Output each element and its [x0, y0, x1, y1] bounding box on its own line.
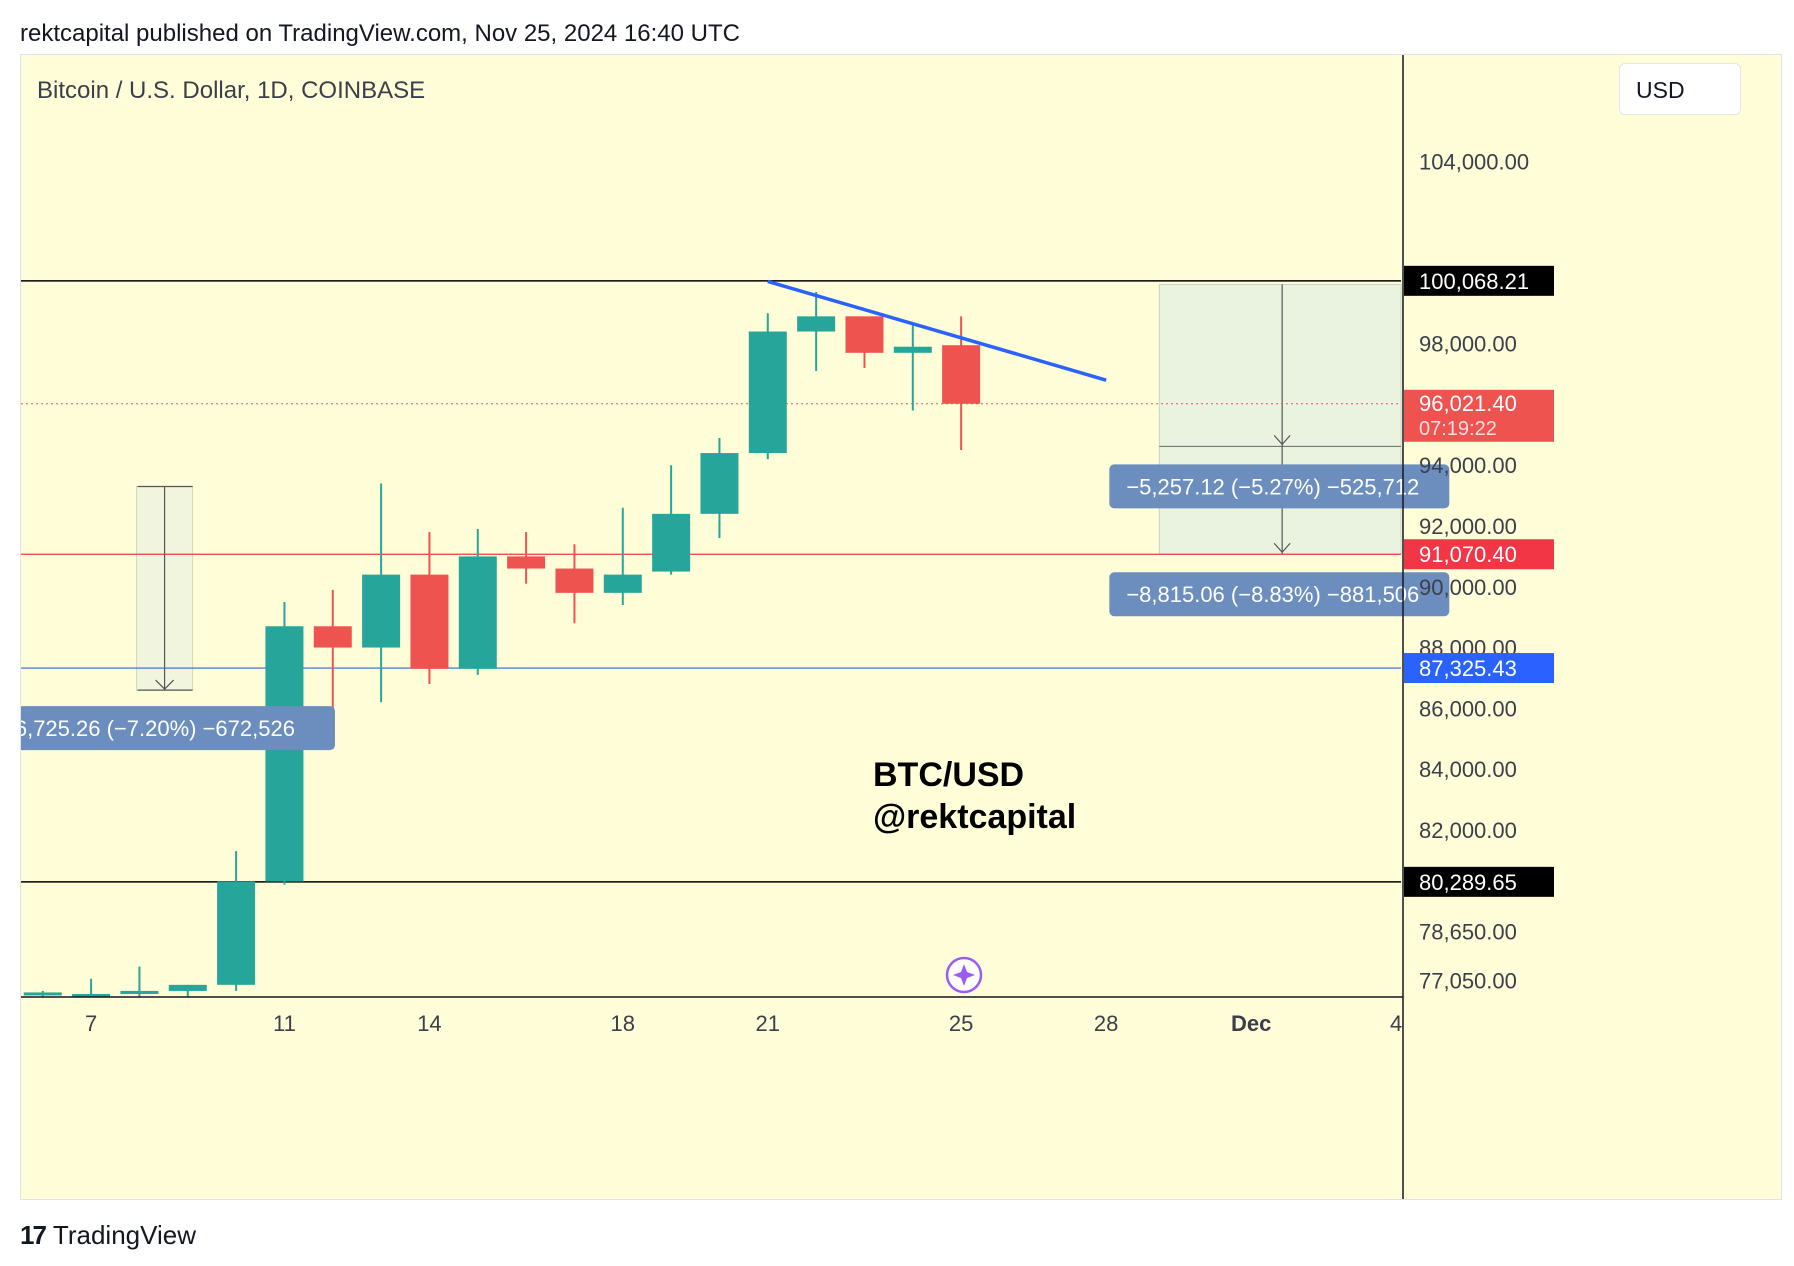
x-tick-label-4: 21 [756, 1011, 780, 1036]
last-price-label: 96,021.40 [1419, 391, 1517, 416]
candle-body-10 [507, 556, 546, 569]
x-tick-label-5: 25 [949, 1011, 973, 1036]
x-tick-label-1: 11 [273, 1011, 296, 1036]
level-tag-label-0: 100,068.21 [1419, 269, 1529, 294]
candle-body-7 [362, 574, 401, 648]
tradingview-logo-icon: 17 [20, 1220, 47, 1250]
tradingview-brand: TradingView [52, 1220, 196, 1250]
candle-body-19 [942, 345, 981, 404]
watermark-pair: BTC/USD [873, 756, 1024, 794]
level-tag-box-3 [1404, 866, 1554, 897]
candle-body-0 [23, 992, 62, 996]
y-tick-label-0: 104,000.00 [1419, 149, 1529, 174]
trendline [767, 279, 1107, 382]
measure-label-1-box [1109, 464, 1450, 509]
publish-header: rektcapital published on TradingView.com… [20, 20, 740, 47]
candlestick-chart[interactable]: −5,257.12 (−5.27%) −525,712 −8,815.06 (−8… [21, 55, 1782, 1200]
measure-arrowhead-0 [1273, 434, 1291, 446]
candle-body-17 [845, 316, 884, 353]
level-tag-label-2: 87,325.43 [1419, 656, 1517, 681]
candle-body-8 [410, 574, 449, 669]
y-tick-label-8: 82,000.00 [1419, 818, 1517, 843]
level-tag-box-2 [1404, 653, 1554, 684]
level-tag-box-0 [1404, 265, 1554, 296]
x-tick-label-6: 28 [1094, 1011, 1118, 1036]
level-tag-label-3: 80,289.65 [1419, 870, 1517, 895]
level-tag-1: 91,070.40 [1404, 539, 1554, 570]
y-tick-label-1: 98,000.00 [1419, 332, 1517, 357]
measure-label-2-group: −8,815.06 (−8.83%) −881,506 [1109, 572, 1450, 617]
y-tick-label-6: 86,000.00 [1419, 696, 1517, 721]
measure-label-3-group: −6,725.26 (−7.20%) −672,526 [21, 706, 335, 751]
measure-arrowhead-1 [1273, 542, 1291, 554]
candle-body-1 [72, 993, 111, 997]
candle-body-4 [217, 881, 256, 985]
last-price-tag-box [1404, 389, 1554, 442]
level-tag-box-1 [1404, 539, 1554, 570]
measure-label-2-box [1109, 572, 1450, 617]
y-tick-label-4: 90,000.00 [1419, 575, 1517, 600]
last-price-countdown: 07:19:22 [1419, 418, 1497, 440]
candle-body-11 [555, 568, 594, 593]
measure-label-3-box [21, 706, 335, 751]
level-tag-0: 100,068.21 [1404, 265, 1554, 296]
x-tick-label-2: 14 [417, 1011, 441, 1036]
x-tick-label-7: Dec [1231, 1011, 1271, 1036]
level-tag-label-1: 91,070.40 [1419, 542, 1517, 567]
measure-left-arrowhead [155, 679, 175, 690]
symbol-title: Bitcoin / U.S. Dollar, 1D, COINBASE [37, 77, 426, 104]
measure-label-3: −6,725.26 (−7.20%) −672,526 [21, 716, 295, 741]
x-tick-label-0: 7 [85, 1011, 97, 1036]
level-tag-3: 80,289.65 [1404, 866, 1554, 897]
watermark-author: @rektcapital [873, 798, 1076, 836]
candle-body-14 [700, 453, 739, 514]
x-tick-label-3: 18 [611, 1011, 635, 1036]
candle-body-9 [458, 556, 497, 669]
candle-body-18 [893, 346, 932, 353]
candle-body-15 [748, 331, 787, 454]
star-icon-glyph [953, 964, 975, 986]
star-icon [945, 956, 983, 994]
candle-body-12 [603, 574, 642, 593]
measure-label-1-group: −5,257.12 (−5.27%) −525,712 [1109, 464, 1450, 509]
level-tag-2: 87,325.43 [1404, 653, 1554, 684]
measure-zone-large [1158, 283, 1402, 555]
candle-body-16 [797, 316, 836, 332]
candle-body-3 [168, 984, 207, 991]
y-tick-label-7: 84,000.00 [1419, 757, 1517, 782]
chart-frame[interactable]: −5,257.12 (−5.27%) −525,712 −8,815.06 (−8… [20, 54, 1782, 1200]
y-tick-label-2: 94,000.00 [1419, 453, 1517, 478]
candle-body-5 [265, 626, 304, 882]
x-tick-label-8: 4 [1390, 1011, 1402, 1036]
y-tick-label-9: 78,650.00 [1419, 920, 1517, 945]
y-tick-label-10: 77,050.00 [1419, 968, 1517, 993]
candle-body-6 [313, 626, 352, 648]
measure-label-2: −8,815.06 (−8.83%) −881,506 [1126, 582, 1419, 607]
y-tick-label-3: 92,000.00 [1419, 514, 1517, 539]
currency-selector[interactable]: USD [1619, 63, 1741, 115]
candle-body-13 [652, 513, 691, 572]
measure-label-1: −5,257.12 (−5.27%) −525,712 [1126, 474, 1419, 499]
tradingview-footer[interactable]: 17 TradingView [20, 1220, 196, 1251]
candle-body-2 [120, 990, 159, 994]
